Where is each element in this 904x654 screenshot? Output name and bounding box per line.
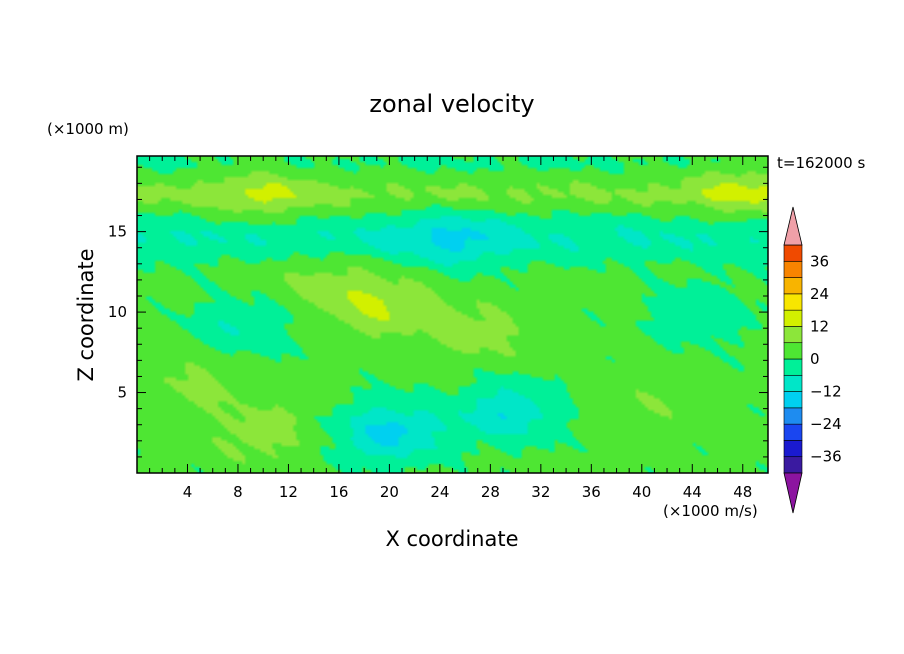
x-tick-label: 32 xyxy=(531,483,550,501)
x-tick-label: 12 xyxy=(279,483,298,501)
colorbar-bin xyxy=(783,309,803,327)
colorbar-bin xyxy=(783,244,803,262)
x-tick-label: 20 xyxy=(380,483,399,501)
x-axis-ticks: 4 8 12 16 20 24 28 32 36 40 44 48 xyxy=(149,156,756,501)
colorbar-bin xyxy=(783,358,803,376)
y-axis-label: Z coordinate xyxy=(74,248,98,381)
time-label: t=162000 s xyxy=(777,154,865,172)
colorbar-bin xyxy=(783,456,803,474)
x-axis-label: X coordinate xyxy=(385,527,518,551)
colorbar-label: −12 xyxy=(810,383,842,401)
y-axis-ticks: 5 10 15 xyxy=(108,166,768,458)
x-tick-label: 44 xyxy=(683,483,702,501)
colorbar-bin xyxy=(783,260,803,278)
x-tick-label: 48 xyxy=(733,483,752,501)
colorbar-bin xyxy=(783,342,803,360)
x-tick-label: 36 xyxy=(582,483,601,501)
colorbar-bin xyxy=(783,391,803,409)
x-tick-label: 4 xyxy=(183,483,193,501)
colorbar-label: 36 xyxy=(810,252,829,270)
x-tick-label: 28 xyxy=(481,483,500,501)
x-unit-label: (×1000 m/s) xyxy=(663,502,758,520)
colorbar-label: −36 xyxy=(810,448,842,466)
colorbar: 36 24 12 0 −12 −24 −36 xyxy=(783,206,842,514)
colorbar-bin xyxy=(783,440,803,458)
y-tick-label: 10 xyxy=(108,303,127,321)
y-tick-label: 15 xyxy=(108,223,127,241)
y-tick-label: 5 xyxy=(117,384,127,402)
colorbar-label: −24 xyxy=(810,415,842,433)
colorbar-under-triangle xyxy=(783,472,803,514)
colorbar-label: 24 xyxy=(810,285,829,303)
x-tick-label: 24 xyxy=(430,483,449,501)
velocity-field xyxy=(137,156,768,473)
colorbar-bin xyxy=(783,423,803,441)
colorbar-label: 12 xyxy=(810,317,829,335)
colorbar-over-triangle xyxy=(783,206,803,246)
colorbar-bin xyxy=(783,277,803,295)
x-tick-label: 16 xyxy=(329,483,348,501)
colorbar-bin xyxy=(783,407,803,425)
colorbar-bin xyxy=(783,293,803,311)
chart-title: zonal velocity xyxy=(369,90,534,118)
colorbar-label: 0 xyxy=(810,350,820,368)
colorbar-bin xyxy=(783,374,803,392)
x-tick-label: 8 xyxy=(233,483,243,501)
y-unit-label: (×1000 m) xyxy=(47,120,129,138)
plot-area xyxy=(136,155,769,474)
colorbar-bin xyxy=(783,326,803,344)
x-tick-label: 40 xyxy=(632,483,651,501)
